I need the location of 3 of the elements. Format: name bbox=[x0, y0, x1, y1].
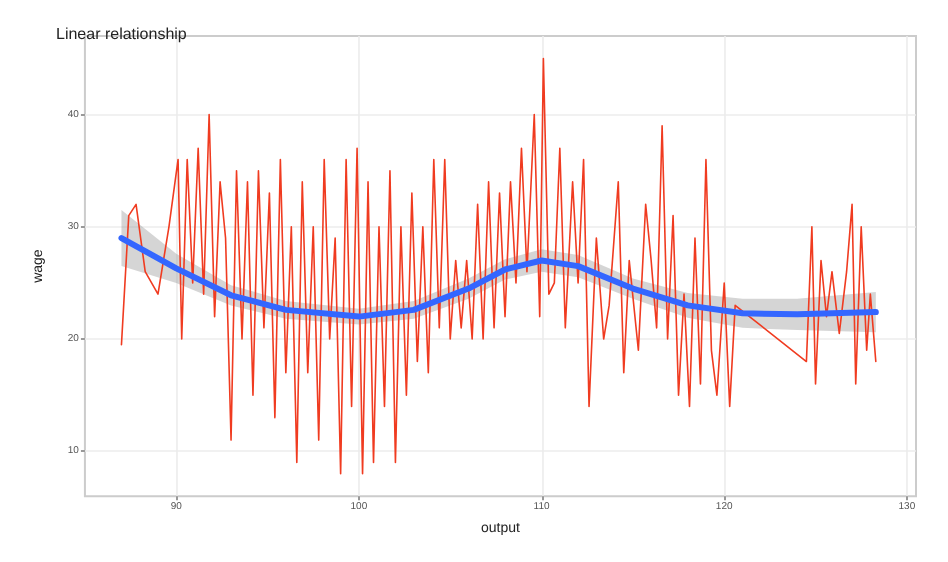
chart-title: Linear relationship bbox=[56, 25, 188, 43]
line-series bbox=[120, 57, 877, 475]
line-series bbox=[118, 235, 879, 320]
